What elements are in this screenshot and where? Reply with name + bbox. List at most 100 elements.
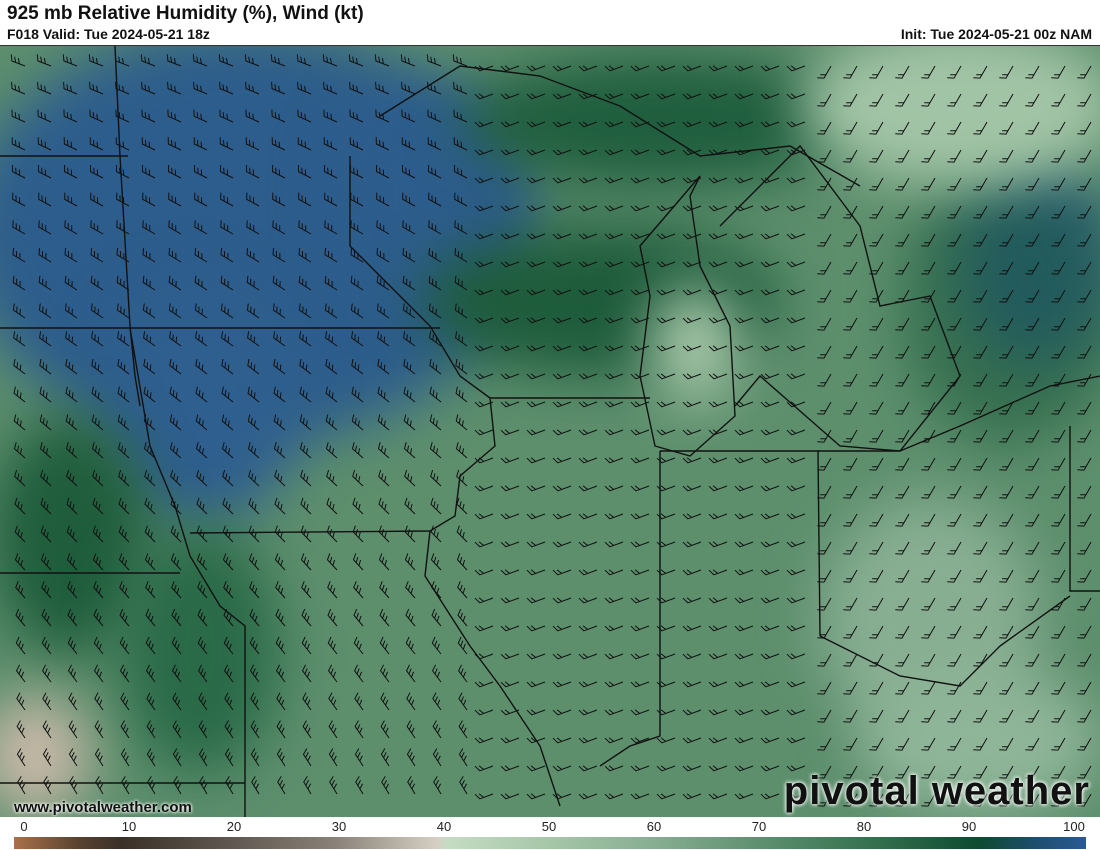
wind-barb — [1077, 569, 1092, 583]
colorbar-gradient — [14, 837, 1086, 849]
wind-barb — [270, 54, 286, 67]
wind-barb — [167, 81, 182, 95]
wind-barb — [36, 54, 52, 67]
wind-barb — [456, 497, 468, 515]
wind-barb — [403, 442, 416, 459]
wind-barb — [843, 709, 858, 723]
wind-barb — [869, 177, 884, 191]
valid-time: F018 Valid: Tue 2024-05-21 18z — [7, 26, 210, 42]
wind-barb — [115, 109, 130, 123]
wind-barb — [895, 233, 910, 247]
wind-barb — [247, 331, 260, 347]
wind-barb — [552, 625, 572, 632]
wind-barb — [760, 485, 780, 492]
wind-barb — [526, 709, 546, 716]
wind-barb — [947, 205, 962, 219]
wind-barb — [195, 386, 208, 403]
wind-barb — [1051, 373, 1066, 387]
wind-barb — [895, 373, 910, 387]
wind-barb — [604, 65, 624, 72]
website-url[interactable]: www.pivotalweather.com — [14, 799, 192, 816]
colorbar-tick-label: 80 — [856, 819, 872, 834]
wind-barb — [708, 93, 728, 100]
wind-barb — [13, 442, 26, 459]
wind-barb — [169, 442, 182, 459]
wind-barb — [145, 636, 156, 655]
wind-barb — [1051, 765, 1066, 779]
wind-barb — [170, 553, 182, 571]
wind-barb — [973, 373, 988, 387]
wind-barb — [817, 485, 832, 499]
wind-barb — [843, 65, 858, 79]
wind-barb — [604, 261, 624, 268]
wind-barb — [172, 692, 182, 711]
wind-barb — [1077, 233, 1092, 247]
wind-barb — [817, 709, 832, 723]
wind-barb — [16, 692, 26, 711]
state-border — [349, 156, 491, 399]
wind-barb — [272, 220, 286, 235]
wind-barb — [403, 358, 416, 375]
wind-barb — [325, 358, 338, 375]
state-border — [189, 397, 650, 534]
wind-barb — [999, 373, 1014, 387]
colorbar-tick-label: 10 — [121, 819, 137, 834]
wind-barb — [323, 137, 338, 151]
wind-barb — [760, 429, 780, 436]
wind-barb — [526, 233, 546, 240]
wind-barb — [406, 748, 416, 767]
wind-barb — [221, 358, 234, 375]
wind-barb — [843, 177, 858, 191]
wind-barb — [1025, 765, 1040, 779]
wind-barb — [273, 414, 286, 431]
wind-barb — [682, 597, 702, 604]
wind-barb — [16, 720, 26, 739]
wind-barb — [604, 793, 624, 800]
wind-barb — [734, 681, 754, 688]
wind-barb — [552, 401, 572, 408]
wind-barb — [404, 469, 416, 487]
wind-barb — [552, 289, 572, 296]
wind-barb — [682, 121, 702, 128]
wind-barb — [116, 275, 130, 291]
wind-barb — [786, 261, 806, 268]
wind-barb — [630, 233, 650, 240]
wind-barb — [1051, 485, 1066, 499]
wind-barb — [246, 275, 260, 291]
wind-barb — [999, 65, 1014, 79]
wind-barb — [734, 457, 754, 464]
wind-barb — [630, 513, 650, 520]
wind-barb — [41, 664, 52, 683]
wind-barb — [378, 525, 390, 543]
wind-barb — [474, 401, 494, 408]
colorbar-tick-label: 70 — [751, 819, 767, 834]
wind-barb — [973, 205, 988, 219]
wind-barb — [429, 442, 442, 459]
wind-barb — [380, 692, 390, 711]
wind-barb — [429, 414, 442, 431]
wind-barb — [552, 793, 572, 800]
wind-barb — [474, 513, 494, 520]
wind-barb — [197, 636, 208, 655]
wind-barb — [121, 776, 130, 795]
wind-barb — [427, 81, 442, 95]
wind-barb — [817, 513, 832, 527]
wind-barb — [921, 597, 936, 611]
wind-barb — [38, 303, 52, 319]
wind-barb — [454, 248, 468, 263]
wind-barb — [526, 121, 546, 128]
wind-barb — [786, 541, 806, 548]
wind-barb — [578, 177, 598, 184]
wind-barb — [734, 765, 754, 772]
wind-barb — [13, 414, 26, 431]
wind-barb — [817, 429, 832, 443]
wind-barb — [526, 149, 546, 156]
wind-barb — [973, 485, 988, 499]
wind-barb — [117, 331, 130, 347]
wind-barb — [734, 541, 754, 548]
wind-barb — [682, 541, 702, 548]
wind-barb — [895, 401, 910, 415]
wind-barb — [64, 248, 78, 263]
wind-barb — [456, 525, 468, 543]
wind-barb — [947, 681, 962, 695]
